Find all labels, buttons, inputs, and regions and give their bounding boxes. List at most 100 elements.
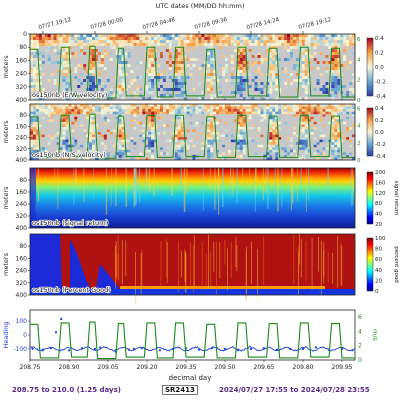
heatmap-cell [100, 34, 105, 38]
heatmap-cell [145, 76, 149, 80]
heatmap-cell [328, 85, 332, 89]
heatmap-cell [254, 85, 258, 89]
signal-streak [210, 168, 212, 191]
heatmap-cell [295, 88, 300, 92]
heatmap-cell [97, 137, 102, 140]
heatmap-cell [195, 61, 199, 65]
heatmap-cell [183, 154, 187, 158]
heatmap-cell [304, 64, 309, 68]
signal-streak [222, 168, 224, 207]
heatmap-cell [192, 149, 196, 153]
heatmap-cell [269, 34, 273, 38]
heatmap-cell [349, 142, 353, 146]
heatmap-cell [272, 55, 276, 59]
heatmap-cell [222, 121, 226, 125]
heatmap-cell [210, 37, 214, 41]
heatmap-cell [328, 34, 332, 38]
heatmap-cell [343, 137, 347, 140]
heatmap-cell [157, 129, 161, 133]
heatmap-cell [334, 88, 338, 92]
heatmap-cell [50, 152, 54, 156]
heatmap-cell [337, 34, 341, 38]
heatmap-cell [136, 88, 140, 92]
heatmap-cell [162, 114, 167, 118]
heatmap-cell [284, 49, 288, 53]
heatmap-cell [239, 144, 244, 148]
heatmap-cell [183, 119, 187, 123]
heatmap-cell [89, 104, 93, 107]
heatmap-cell [204, 73, 208, 77]
heatmap-cell [251, 91, 255, 95]
heatmap-cell [162, 94, 167, 98]
heatmap-cell [201, 58, 205, 62]
heatmap-cell [275, 109, 279, 112]
heatmap-cell [97, 52, 102, 56]
heatmap-cell [245, 49, 249, 53]
heatmap-cell [298, 149, 303, 153]
heatmap-cell [35, 154, 40, 158]
heatmap-cell [272, 46, 276, 50]
heatmap-cell [154, 49, 158, 53]
heatmap-cell [160, 49, 164, 53]
heatmap-cell [316, 126, 320, 130]
heatmap-cell [142, 137, 146, 140]
heatmap-cell [343, 40, 347, 44]
heatmap-cell [236, 55, 241, 59]
heatmap-cell [251, 142, 255, 146]
heatmap-cell [325, 34, 329, 38]
heatmap-cell [242, 129, 246, 133]
heatmap-cell [251, 70, 255, 74]
heatmap-cell [301, 94, 306, 98]
heatmap-cell [219, 129, 223, 133]
heatmap-cell [263, 49, 267, 53]
heatmap-cell [133, 34, 137, 38]
heatmap-cell [275, 76, 279, 80]
heatmap-cell [89, 144, 93, 148]
heatmap-cell [142, 129, 146, 133]
y-axis-label: meters [2, 120, 10, 144]
heatmap-cell [180, 134, 184, 138]
heatmap-cell [124, 116, 128, 120]
heatmap-cell [71, 134, 75, 138]
heatmap-cell [346, 91, 350, 95]
heatmap-cell [97, 152, 102, 156]
heatmap-cell [157, 142, 161, 146]
heatmap-cell [325, 97, 329, 101]
speed-overlay-line [30, 113, 355, 159]
heatmap-cell [177, 85, 181, 89]
heatmap-cell [222, 94, 226, 98]
heatmap-cell [275, 111, 279, 115]
heatmap-cell [301, 106, 306, 110]
heatmap-cell [177, 91, 181, 95]
heatmap-cell [151, 76, 155, 80]
heatmap-cell [230, 79, 235, 83]
heatmap-cell [254, 82, 258, 86]
heatmap-cell [86, 73, 90, 77]
heatmap-cell [109, 94, 114, 98]
heatmap-cell [275, 124, 279, 128]
heatmap-cell [245, 40, 249, 44]
heatmap-cell [298, 91, 303, 95]
heatmap-cell [160, 126, 164, 130]
heatmap-cell [35, 76, 40, 80]
heatmap-cell [151, 142, 155, 146]
heatmap-cell [230, 106, 235, 110]
heatmap-cell [83, 34, 87, 38]
heatmap-cell [222, 109, 226, 112]
heatmap-cell [207, 106, 211, 110]
heatmap-cell [115, 116, 119, 120]
heatmap-cell [68, 147, 72, 151]
heatmap-cell [30, 121, 34, 125]
heatmap-cell [151, 34, 155, 38]
heatmap-cell [124, 157, 128, 161]
heatmap-cell [239, 55, 244, 59]
heatmap-cell [316, 132, 320, 135]
heatmap-cell [86, 40, 90, 44]
heatmap-cell [142, 114, 146, 118]
heatmap-cell [100, 129, 105, 133]
heatmap-cell [269, 61, 273, 65]
heatmap-cell [95, 46, 99, 50]
heatmap-cell [248, 37, 252, 41]
heatmap-cell [92, 134, 96, 138]
heatmap-cell [213, 144, 217, 148]
